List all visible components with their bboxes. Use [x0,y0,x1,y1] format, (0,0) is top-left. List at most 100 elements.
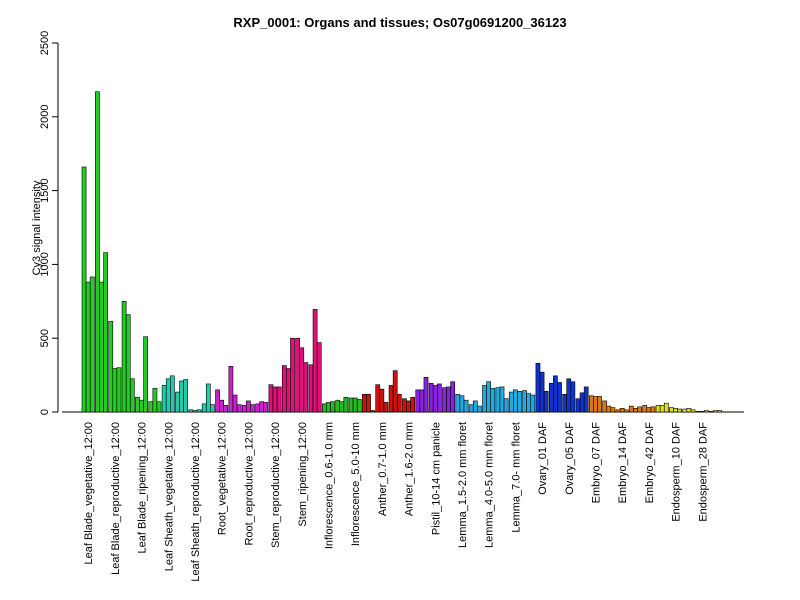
bar [686,408,692,413]
y-tick-label: 2000 [39,105,51,129]
bar [286,368,291,413]
bar [619,408,625,413]
x-tick-label: Lemma_4.0-5.0 mm floret [484,422,496,548]
bar [699,410,705,413]
bar [388,385,394,413]
bar [472,400,478,413]
bar [259,401,265,413]
bar [326,402,331,413]
bar [512,389,518,413]
bar [392,370,398,413]
bar [196,409,202,413]
bar [383,402,389,413]
bar [530,394,536,413]
bar [81,166,87,413]
bars [81,91,723,413]
x-tick-label: Leaf Blade_reproductive_12:00 [110,422,122,575]
x-tick-label: Leaf Blade_vegetative_12:00 [83,422,95,565]
bar [495,387,501,413]
x-tick-label: Anther_1.6-2.0 mm [404,422,416,516]
bar [562,393,567,413]
x-tick-label: Lemma_1.5-2.0 mm floret [457,422,469,548]
bar [508,391,514,413]
bar [366,393,371,413]
bar [655,405,661,413]
x-tick-label: Embryo_14 DAF [617,422,629,504]
bar [415,389,421,413]
x-tick-label: Leaf Sheath_vegetative_12:00 [163,422,175,571]
bar [677,408,682,413]
bar [450,381,456,413]
bar [646,407,652,413]
x-tick-label: Ovary_01 DAF [537,422,549,495]
bar [250,404,255,413]
bar [183,379,189,413]
bar [228,365,234,413]
y-tick-label: 2500 [39,31,51,55]
bar [526,393,532,413]
bar [629,405,634,413]
x-tick-label: Inflorescence_0.6-1.0 mm [323,422,335,549]
bar [593,396,598,413]
bar [321,403,327,413]
bar [99,281,104,413]
bar [295,337,301,413]
x-tick-label: Stem_ripening_12:00 [297,422,309,527]
x-tick-label: Stem_reproductive_12:00 [270,422,282,548]
bar [348,397,354,413]
bar [330,401,335,413]
bar [281,365,287,413]
bar [436,383,442,413]
bar [703,410,709,413]
bar [615,409,621,413]
bar [268,384,274,413]
bar [148,401,154,413]
bar [535,362,541,413]
bar [205,383,211,413]
bar [713,410,718,413]
bar [343,396,349,413]
bar [597,396,602,413]
x-tick-label: Inflorescence_5.0-10 mm [350,422,362,546]
bar [406,400,411,413]
bar [583,386,589,413]
bar [375,384,381,413]
bar [499,386,505,413]
bar [95,91,100,413]
bar [179,380,184,413]
bar [566,378,572,413]
bar [223,405,229,413]
bar [396,393,402,413]
bar [637,406,642,413]
bar [143,336,149,413]
y-tick-label: 1500 [39,178,51,202]
bar [335,399,341,413]
bar [673,408,678,413]
bar [370,410,375,413]
y-tick-label: 500 [39,329,51,347]
x-tick-label: Anther_0.7-1.0 mm [377,422,389,516]
bar [290,337,295,413]
bar [152,388,158,413]
bar [557,382,562,413]
bar [690,409,696,413]
bar [112,368,118,413]
bar [165,378,171,413]
x-tick-label: Root_vegetative_12:00 [217,422,229,535]
bar [419,389,425,413]
bar [103,252,108,413]
bar [116,367,122,413]
bar [423,377,429,413]
bar [517,391,522,413]
bar [188,409,194,413]
bar [255,403,260,413]
bar [108,320,114,413]
bar [210,404,215,413]
bar [362,393,367,413]
bar [135,396,140,413]
bar [299,347,305,413]
bar [522,390,527,413]
x-tick-label: Leaf Blade_ripening_12:00 [137,422,149,554]
bar [477,405,482,413]
bar [232,394,238,413]
